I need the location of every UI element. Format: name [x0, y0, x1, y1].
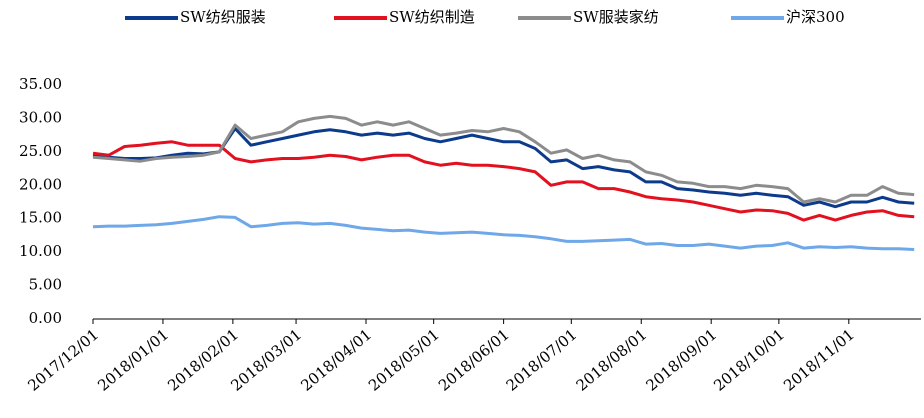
y-tick-label: 30.00 [19, 108, 62, 126]
legend-label: SW纺织制造 [389, 8, 475, 26]
y-tick-label: 10.00 [19, 242, 62, 260]
x-tick-label: 2018/06/01 [435, 325, 513, 394]
legend-label: 沪深300 [786, 8, 845, 26]
x-tick-label: 2018/07/01 [503, 325, 581, 394]
x-tick-label: 2018/08/01 [573, 325, 651, 394]
series-line [92, 215, 915, 251]
x-tick-label: 2018/09/01 [643, 325, 721, 394]
series-line [92, 114, 915, 204]
y-tick-label: 0.00 [29, 309, 62, 327]
legend-label: SW纺织服装 [180, 8, 266, 26]
x-tick-label: 2018/11/01 [780, 325, 858, 394]
y-tick-label: 5.00 [29, 276, 62, 294]
series-line [92, 140, 915, 222]
x-tick-label: 2018/01/01 [94, 325, 172, 394]
x-tick-label: 2018/05/01 [365, 325, 443, 394]
x-tick-label: 2018/04/01 [297, 325, 375, 394]
y-tick-label: 25.00 [19, 142, 62, 160]
x-tick-label: 2017/12/01 [24, 325, 102, 394]
legend-label: SW服装家纺 [573, 8, 659, 26]
y-tick-label: 20.00 [19, 175, 62, 193]
y-tick-label: 35.00 [19, 75, 62, 93]
y-tick-label: 15.00 [19, 209, 62, 227]
x-tick-label: 2018/10/01 [710, 325, 788, 394]
